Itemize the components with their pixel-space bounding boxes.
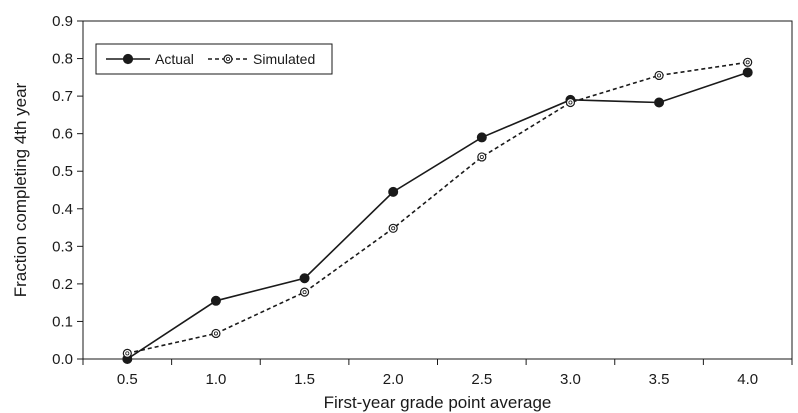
data-point-actual [742,67,753,78]
legend-label: Actual [155,51,194,67]
legend-marker-inner [225,57,230,62]
y-tick-label: 0.9 [52,13,73,30]
data-point-inner-ring [391,226,396,231]
y-tick-label: 0.2 [52,276,73,293]
data-point-simulated [122,348,132,358]
data-point-actual [476,132,487,143]
legend-label: Simulated [253,51,315,67]
x-tick-label: 3.0 [560,371,581,388]
series-layer [122,57,753,364]
x-tick-label: 3.5 [649,371,670,388]
y-tick-label: 0.0 [52,351,73,368]
data-point-simulated [477,152,487,162]
y-axis-ticks: 0.0 0.1 0.2 0.3 0.4 0.5 0.6 0.7 0.8 0.9 [52,13,83,368]
legend: Actual Simulated [95,43,333,75]
data-point-inner-ring [213,331,218,336]
series-actual [122,67,753,364]
legend-items: Actual Simulated [106,51,315,67]
x-axis-ticks: 0.5 1.0 1.5 2.0 2.5 3.0 3.5 4.0 [82,359,793,388]
data-point-simulated [299,287,310,297]
x-tick-label: 0.5 [117,371,138,388]
x-axis-title: First-year grade point average [324,393,552,412]
y-axis-title: Fraction completing 4th year [11,82,30,297]
x-tick-label: 2.0 [383,371,404,388]
y-tick-label: 0.3 [52,238,73,255]
legend-entry-simulated: Simulated [208,51,315,67]
data-point-inner-ring [479,154,484,159]
data-point-actual [210,295,221,306]
x-tick-label: 1.0 [206,371,227,388]
data-point-inner-ring [125,351,130,356]
data-point-simulated [211,328,221,339]
y-tick-label: 0.7 [52,88,73,105]
data-point-actual [388,186,399,197]
data-point-simulated [743,57,753,67]
series-line-simulated [127,61,748,355]
y-tick-label: 0.6 [52,126,73,143]
data-point-simulated [388,223,398,233]
y-tick-label: 0.5 [52,163,73,180]
y-tick-label: 0.4 [52,201,73,218]
data-point-actual [654,97,665,108]
data-point-simulated [654,70,664,81]
plot-area-frame [82,20,793,360]
x-tick-label: 1.5 [294,371,315,388]
x-tick-label: 4.0 [737,371,758,388]
y-tick-label: 0.1 [52,313,73,330]
x-tick-label: 2.5 [471,371,492,388]
y-tick-label: 0.8 [52,51,73,68]
data-point-inner-ring [302,290,307,295]
legend-marker [122,53,134,65]
data-point-inner-ring [745,60,750,65]
data-point-simulated [565,97,576,108]
legend-entry-actual: Actual [106,51,194,67]
data-point-actual [299,273,310,284]
legend-marker [223,54,233,64]
data-point-inner-ring [657,73,662,78]
series-simulated [122,57,753,358]
data-point-inner-ring [568,100,573,105]
series-line-actual [126,71,748,360]
